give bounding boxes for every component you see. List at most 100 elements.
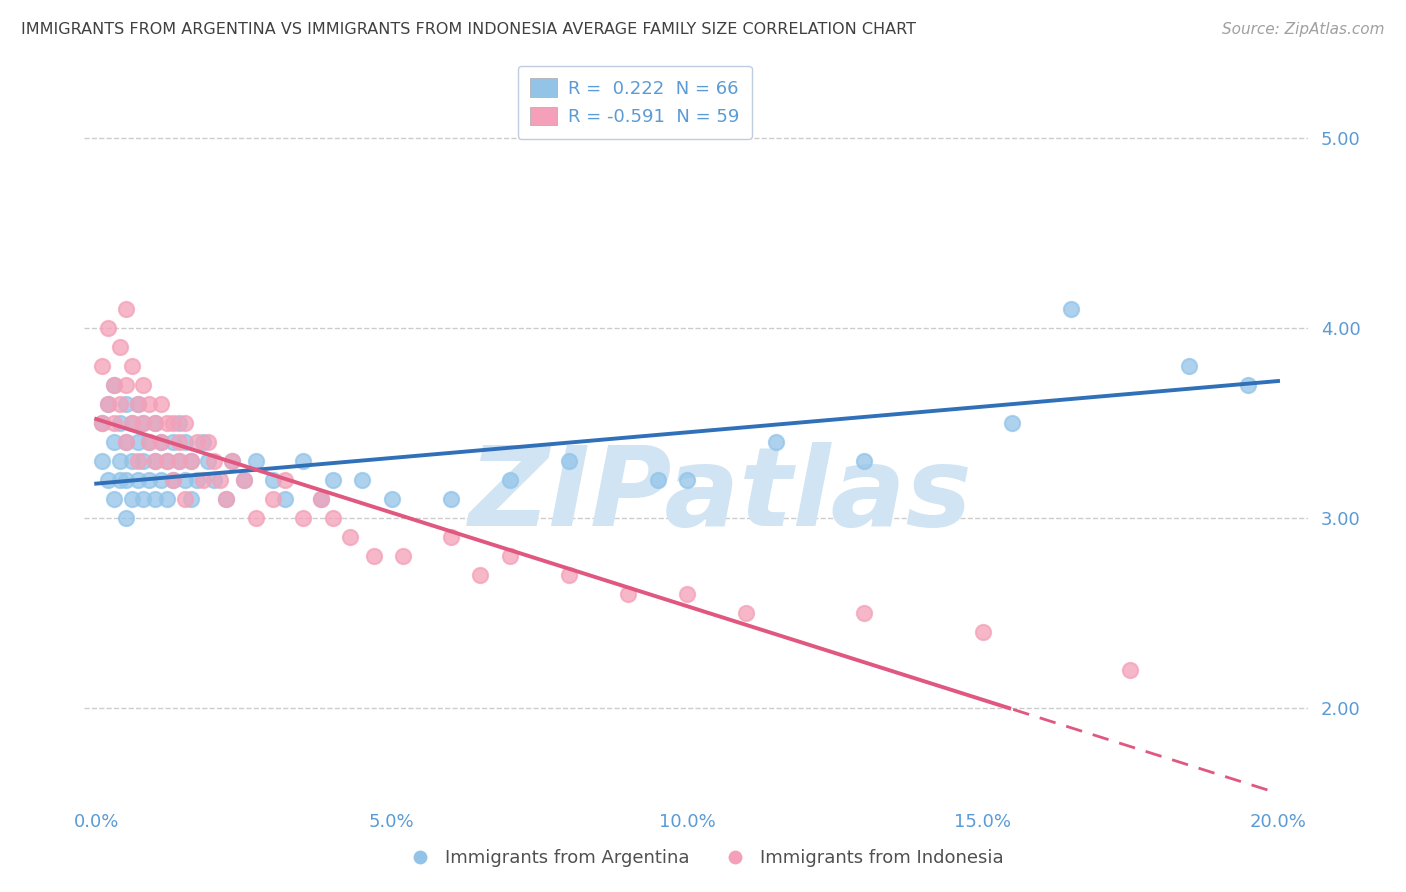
Point [143, 454, 166, 468]
Point [186, 473, 208, 487]
Point [363, 549, 385, 563]
Point [138, 473, 160, 487]
Point [167, 434, 190, 449]
Point [127, 397, 149, 411]
Point [114, 473, 136, 487]
Point [558, 454, 581, 468]
Point [156, 491, 179, 506]
Point [245, 511, 267, 525]
Point [1119, 663, 1142, 677]
Point [114, 511, 136, 525]
Point [156, 416, 179, 430]
Point [121, 416, 143, 430]
Point [132, 416, 155, 430]
Point [91, 416, 114, 430]
Point [91, 416, 114, 430]
Point [138, 397, 160, 411]
Point [972, 624, 994, 639]
Point [292, 454, 315, 468]
Point [121, 454, 143, 468]
Point [91, 454, 114, 468]
Point [173, 416, 195, 430]
Point [853, 454, 876, 468]
Point [103, 491, 125, 506]
Point [202, 454, 225, 468]
Point [103, 434, 125, 449]
Point [180, 491, 202, 506]
Point [97, 473, 120, 487]
Point [114, 434, 136, 449]
Point [245, 454, 267, 468]
Point [292, 511, 315, 525]
Text: ZIPatlas: ZIPatlas [468, 442, 973, 549]
Point [127, 434, 149, 449]
Point [127, 454, 149, 468]
Point [339, 530, 361, 544]
Point [274, 473, 297, 487]
Point [765, 434, 787, 449]
Point [121, 416, 143, 430]
Point [156, 454, 179, 468]
Text: IMMIGRANTS FROM ARGENTINA VS IMMIGRANTS FROM INDONESIA AVERAGE FAMILY SIZE CORRE: IMMIGRANTS FROM ARGENTINA VS IMMIGRANTS … [21, 22, 917, 37]
Point [97, 397, 120, 411]
Point [114, 377, 136, 392]
Point [162, 416, 184, 430]
Point [108, 340, 131, 354]
Point [180, 454, 202, 468]
Point [499, 473, 522, 487]
Point [215, 491, 238, 506]
Point [150, 473, 173, 487]
Point [108, 473, 131, 487]
Point [150, 434, 173, 449]
Point [1060, 301, 1083, 316]
Point [132, 416, 155, 430]
Point [735, 606, 758, 620]
Point [853, 606, 876, 620]
Point [127, 473, 149, 487]
Point [440, 491, 463, 506]
Point [103, 377, 125, 392]
Point [191, 473, 214, 487]
Point [143, 491, 166, 506]
Point [138, 434, 160, 449]
Point [103, 377, 125, 392]
Point [156, 454, 179, 468]
Point [162, 473, 184, 487]
Point [132, 377, 155, 392]
Point [1237, 377, 1260, 392]
Point [1001, 416, 1024, 430]
Point [558, 567, 581, 582]
Point [352, 473, 374, 487]
Point [127, 397, 149, 411]
Legend: Immigrants from Argentina, Immigrants from Indonesia: Immigrants from Argentina, Immigrants fr… [395, 842, 1011, 874]
Point [191, 434, 214, 449]
Point [114, 434, 136, 449]
Point [173, 491, 195, 506]
Point [167, 454, 190, 468]
Point [262, 491, 284, 506]
Point [162, 473, 184, 487]
Point [108, 454, 131, 468]
Point [232, 473, 254, 487]
Text: Source: ZipAtlas.com: Source: ZipAtlas.com [1222, 22, 1385, 37]
Point [150, 397, 173, 411]
Point [499, 549, 522, 563]
Point [209, 473, 232, 487]
Point [202, 473, 225, 487]
Point [97, 321, 120, 335]
Point [173, 434, 195, 449]
Point [197, 454, 219, 468]
Point [322, 511, 344, 525]
Point [197, 434, 219, 449]
Point [173, 473, 195, 487]
Point [274, 491, 297, 506]
Point [232, 473, 254, 487]
Point [167, 416, 190, 430]
Point [167, 454, 190, 468]
Point [647, 473, 669, 487]
Point [97, 397, 120, 411]
Point [143, 416, 166, 430]
Point [381, 491, 404, 506]
Point [132, 454, 155, 468]
Point [143, 416, 166, 430]
